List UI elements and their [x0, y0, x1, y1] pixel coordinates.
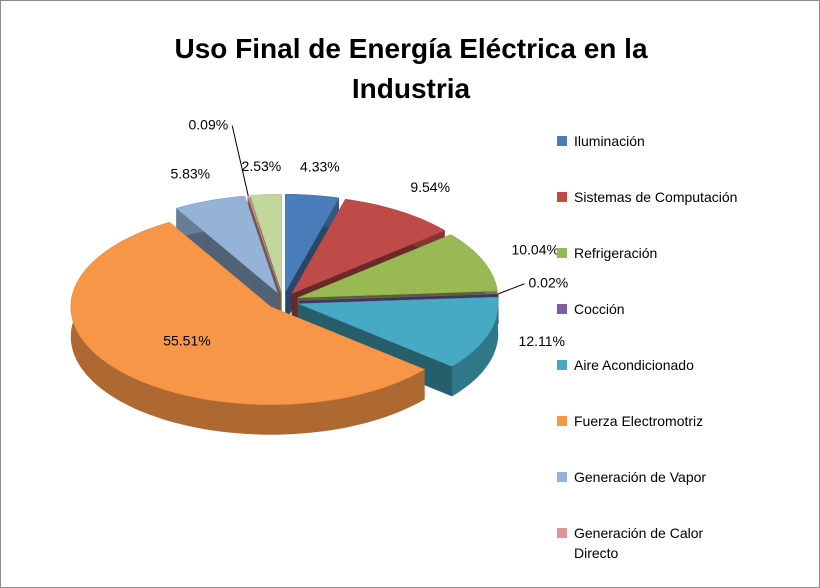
legend-swatch [557, 248, 567, 258]
slice [175, 195, 279, 294]
data-label: 5.83% [170, 165, 210, 181]
legend-label: Cocción [574, 301, 625, 317]
legend-swatch [557, 192, 567, 202]
data-label: 4.33% [300, 159, 340, 175]
slice [291, 198, 446, 295]
data-label: 10.04% [511, 241, 558, 257]
legend-label: Aire Acondicionado [574, 357, 694, 373]
legend-label: Fuerza Electromotriz [574, 413, 704, 429]
slice-wall [70, 222, 425, 435]
leader-line [498, 283, 525, 295]
legend-label: Iluminación [574, 133, 645, 149]
data-label: 9.54% [410, 179, 450, 195]
legend-swatch [557, 360, 567, 370]
slice [249, 193, 282, 293]
legend-swatch [557, 304, 567, 314]
slice [284, 194, 340, 294]
slice [298, 296, 499, 367]
legend-label: Generación de Calor Directo [574, 525, 704, 561]
chart-title: Uso Final de Energía Eléctrica en la Ind… [174, 33, 648, 104]
slice [247, 195, 281, 293]
slice [297, 234, 498, 298]
legend-swatch [557, 416, 567, 426]
legend-swatch [557, 472, 567, 482]
legend-swatch [557, 136, 567, 146]
data-label: 55.51% [163, 332, 210, 348]
slice-wall [452, 297, 499, 397]
data-label: 0.09% [189, 116, 229, 132]
leader-line [231, 125, 249, 196]
data-label: 2.53% [242, 158, 282, 174]
legend-label: Sistemas de Computación [574, 189, 738, 205]
data-label: 12.11% [519, 333, 565, 349]
legend-label: Refrigeración [574, 245, 658, 261]
data-label: 0.02% [529, 274, 569, 290]
slice [70, 221, 426, 405]
legend-label: Generación de Vapor [574, 469, 707, 485]
legend-swatch [557, 528, 567, 538]
